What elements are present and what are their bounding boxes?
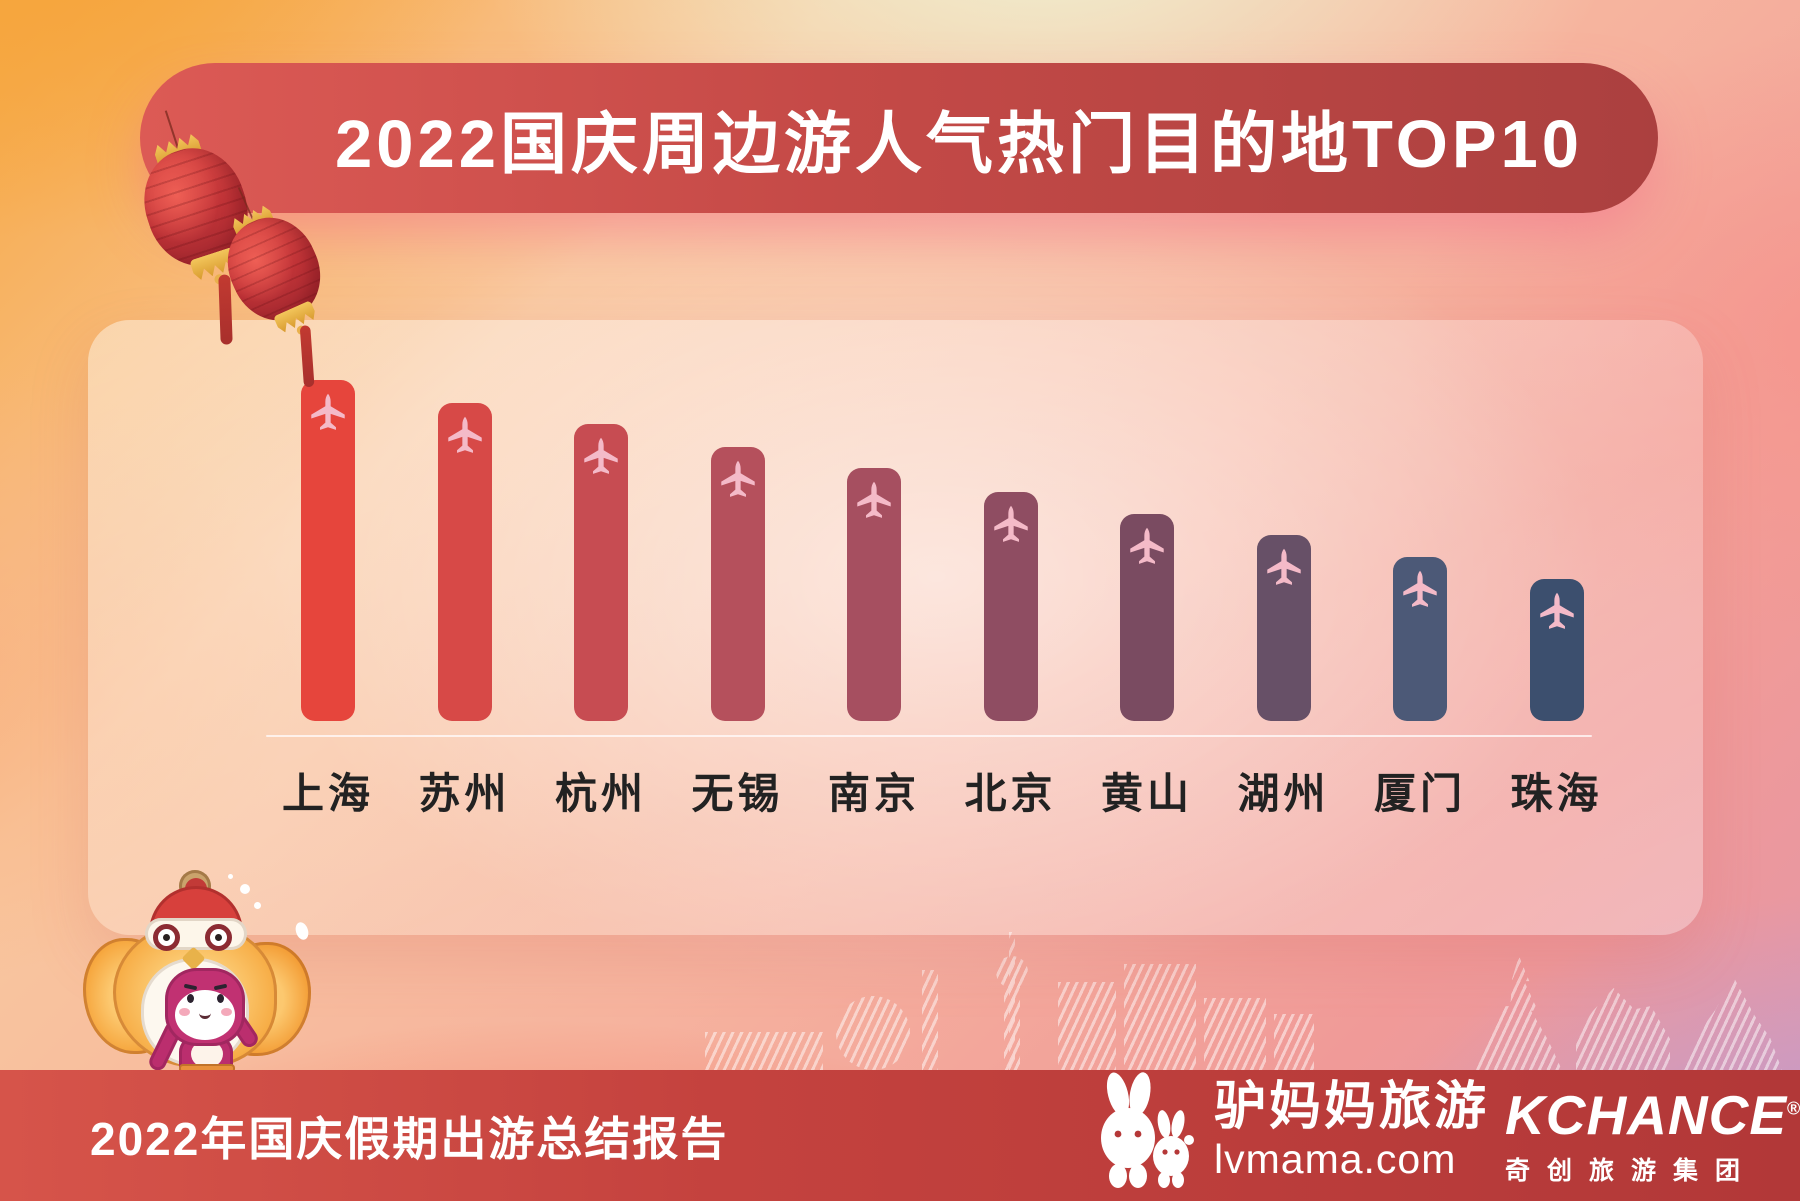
page-title: 2022国庆周边游人气热门目的地TOP10 [334, 106, 1584, 182]
sparkle-decoration [254, 902, 261, 909]
city-label-6: 北京 [964, 770, 1057, 817]
registered-trademark-icon: ® [1787, 1098, 1800, 1119]
bar-5 [847, 468, 901, 721]
bar-2 [437, 403, 492, 721]
city-label-10: 珠海 [1510, 770, 1603, 817]
bar-1 [301, 380, 355, 721]
bar-10 [1529, 579, 1584, 721]
bar-7 [1120, 514, 1174, 721]
city-label-2: 苏州 [418, 770, 511, 817]
kchance-logo: KCHANCE® 奇创旅游集团 [1505, 1088, 1800, 1187]
bar-4 [710, 447, 765, 721]
city-label-7: 黄山 [1100, 770, 1193, 817]
airplane-icon [1539, 592, 1574, 629]
footer-bar: 2022年国庆假期出游总结报告 [0, 1070, 1800, 1201]
airplane-icon [993, 505, 1028, 542]
bar-6 [983, 492, 1038, 721]
kchance-wordmark: KCHANCE [1505, 1084, 1787, 1146]
lvmama-name: 驴妈妈旅游 [1214, 1078, 1490, 1136]
airplane-icon [1130, 527, 1164, 564]
city-label-8: 湖州 [1237, 770, 1330, 817]
city-label-1: 上海 [281, 770, 374, 817]
airplane-icon [720, 460, 755, 497]
city-label-4: 无锡 [691, 770, 784, 817]
bar-9 [1393, 557, 1447, 721]
rabbit-mascot-icon [1101, 1071, 1194, 1188]
report-title: 2022年国庆假期出游总结报告 [90, 1112, 729, 1165]
title-banner: 2022国庆周边游人气热门目的地TOP10 [140, 63, 1658, 213]
kchance-group-name: 奇创旅游集团 [1505, 1157, 1758, 1185]
city-label-5: 南京 [827, 770, 920, 817]
airplane-icon [1403, 570, 1437, 607]
airplane-icon [1266, 548, 1301, 585]
bar-3 [574, 424, 628, 721]
city-label-9: 厦门 [1373, 770, 1466, 817]
kchance-brand: KCHANCE® [1505, 1088, 1800, 1143]
airplane-icon [311, 393, 345, 430]
city-label-3: 杭州 [554, 770, 647, 817]
airplane-icon [447, 416, 482, 453]
airplane-icon [584, 437, 618, 474]
sparkle-decoration [240, 884, 250, 894]
airplane-icon [857, 481, 891, 518]
lvmama-logo: 驴妈妈旅游 lvmama.com [1088, 1060, 1489, 1201]
chart-baseline [266, 735, 1592, 737]
lvmama-domain: lvmama.com [1214, 1136, 1457, 1182]
bar-8 [1256, 535, 1311, 721]
sparkle-decoration [228, 874, 233, 879]
